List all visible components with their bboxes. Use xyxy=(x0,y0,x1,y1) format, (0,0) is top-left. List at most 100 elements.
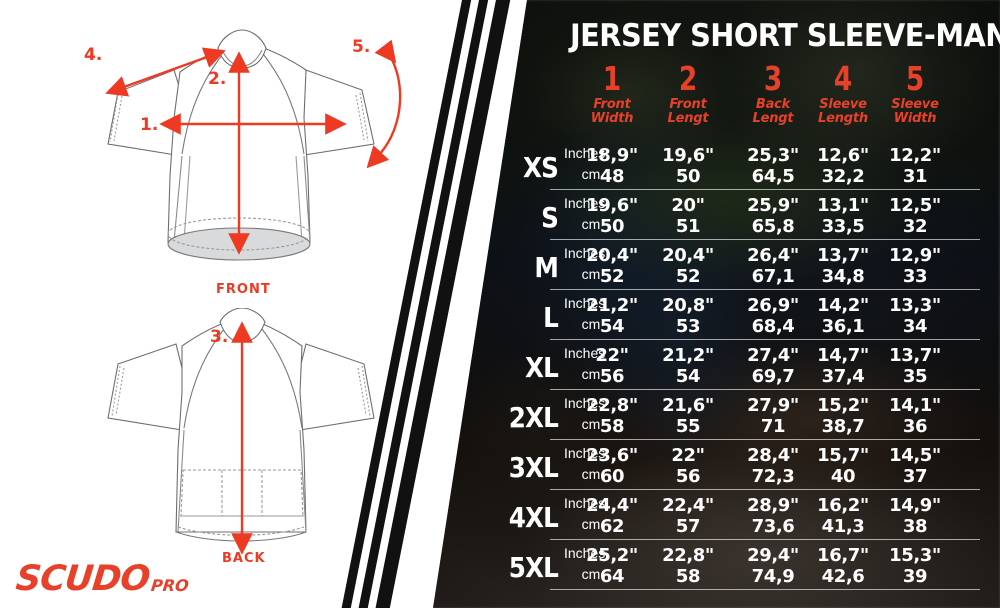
column-number: 1 xyxy=(602,59,622,98)
unit-cm: cm xyxy=(581,366,601,382)
cell-cm: 57 xyxy=(675,516,701,537)
unit-cm: cm xyxy=(581,416,601,432)
cell-inches: 21,6" xyxy=(662,395,714,416)
cell-cm: 72,3 xyxy=(751,466,795,487)
cell-cm: 64 xyxy=(599,566,625,587)
cell-cm: 54 xyxy=(675,366,701,387)
cell-inches: 29,4" xyxy=(747,545,799,566)
unit-inches: Inches xyxy=(564,195,606,211)
marker-label-4: 4. xyxy=(84,45,102,65)
unit-inches: Inches xyxy=(564,245,606,261)
cell-inches: 19,6" xyxy=(586,195,638,216)
column-header-3: 3 Back Lengt xyxy=(733,62,813,125)
cell-inches: 20,8" xyxy=(662,295,714,316)
cell-inches: 12,5" xyxy=(889,195,941,216)
row-separator xyxy=(550,488,980,490)
cell-cm: 40 xyxy=(830,466,856,487)
unit-inches: Inches xyxy=(564,295,606,311)
cell-cm: 53 xyxy=(675,316,701,337)
column-label: Front Width xyxy=(590,97,634,126)
cell-cm: 52 xyxy=(599,266,625,287)
unit-cm: cm xyxy=(581,466,601,482)
cell-cm: 58 xyxy=(675,566,701,587)
cell-cm: 33 xyxy=(902,266,928,287)
column-number: 3 xyxy=(763,59,783,98)
table-row[interactable]: L Inches cm 21,2" 54 20,8" 53 26,9" 68,4 14,2" 36,… xyxy=(433,290,1000,340)
cell-cm: 54 xyxy=(599,316,625,337)
column-label: Back Lengt xyxy=(752,97,794,126)
cell-inches: 13,1" xyxy=(817,195,869,216)
cell-inches: 20,4" xyxy=(586,245,638,266)
cell-cm: 35 xyxy=(902,366,928,387)
size-label: S xyxy=(541,201,559,234)
cell-cm: 62 xyxy=(599,516,625,537)
cell-inches: 15,7" xyxy=(817,445,869,466)
cell-inches: 27,9" xyxy=(747,395,799,416)
cell-cm: 55 xyxy=(675,416,701,437)
cell-inches: 12,6" xyxy=(817,145,869,166)
cell-cm: 67,1 xyxy=(751,266,795,287)
unit-cm: cm xyxy=(581,166,601,182)
table-row[interactable]: S Inches cm 19,6" 50 20" 51 25,9" 65,8 13,1" 33,5 1… xyxy=(433,190,1000,240)
cell-cm: 71 xyxy=(760,416,786,437)
table-row[interactable]: XL Inches cm 22" 56 21,2" 54 27,4" 69,7 14,7" 37,4… xyxy=(433,340,1000,390)
cell-cm: 56 xyxy=(675,466,701,487)
cell-cm: 36 xyxy=(902,416,928,437)
table-row[interactable]: 5XL Inches cm 25,2" 64 22,8" 58 29,4" 74,9 16,7" 4… xyxy=(433,540,1000,590)
size-label: XL xyxy=(525,351,559,384)
table-row[interactable]: 4XL Inches cm 24,4" 62 22,4" 57 28,9" 73,6 16,2" 4… xyxy=(433,490,1000,540)
cell-cm: 38 xyxy=(902,516,928,537)
unit-cm: cm xyxy=(581,516,601,532)
cell-cm: 37,4 xyxy=(821,366,865,387)
unit-inches: Inches xyxy=(564,495,606,511)
cell-inches: 25,2" xyxy=(586,545,638,566)
size-label: 2XL xyxy=(508,401,559,434)
table-row[interactable]: 3XL Inches cm 23,6" 60 22" 56 28,4" 72,3 15,7" 40 1… xyxy=(433,440,1000,490)
column-header-2: 2 Front Lengt xyxy=(648,62,728,125)
cell-inches: 26,9" xyxy=(747,295,799,316)
unit-column: Inches cm xyxy=(560,543,622,585)
size-table: JERSEY SHORT SLEEVE-MAN 1 Front Width 2 Fron… xyxy=(433,0,1000,608)
cell-cm: 31 xyxy=(902,166,928,187)
unit-column: Inches cm xyxy=(560,493,622,535)
cell-inches: 20" xyxy=(671,195,705,216)
column-header-5: 5 Sleeve Width xyxy=(875,62,955,125)
table-row[interactable]: M Inches cm 20,4" 52 20,4" 52 26,4" 67,1 13,7" 34,… xyxy=(433,240,1000,290)
marker-label-5: 5. xyxy=(352,37,370,57)
size-label: 3XL xyxy=(508,451,559,484)
cell-inches: 24,4" xyxy=(586,495,638,516)
cell-cm: 38,7 xyxy=(821,416,865,437)
unit-column: Inches cm xyxy=(560,293,622,335)
cell-cm: 51 xyxy=(675,216,701,237)
cell-cm: 39 xyxy=(902,566,928,587)
row-separator xyxy=(550,238,980,240)
cell-inches: 22,4" xyxy=(662,495,714,516)
cell-inches: 15,3" xyxy=(889,545,941,566)
back-caption: BACK xyxy=(222,551,266,566)
cell-inches: 22,8" xyxy=(662,545,714,566)
cell-inches: 13,3" xyxy=(889,295,941,316)
table-row[interactable]: XS Inches cm 18,9" 48 19,6" 50 25,3" 64,5 12,6" 32… xyxy=(433,140,1000,190)
row-separator xyxy=(550,438,980,440)
cell-cm: 50 xyxy=(599,216,625,237)
cell-cm: 48 xyxy=(599,166,625,187)
marker-label-1: 1. xyxy=(140,115,158,135)
unit-inches: Inches xyxy=(564,545,606,561)
cell-inches: 25,9" xyxy=(747,195,799,216)
row-separator xyxy=(550,588,980,590)
marker-label-2: 2. xyxy=(208,69,226,89)
column-header-1: 1 Front Width xyxy=(572,62,652,125)
row-separator xyxy=(550,338,980,340)
cell-cm: 41,3 xyxy=(821,516,865,537)
cell-inches: 13,7" xyxy=(889,345,941,366)
table-row[interactable]: 2XL Inches cm 22,8" 58 21,6" 55 27,9" 71 15,2" 38,… xyxy=(433,390,1000,440)
column-number: 4 xyxy=(833,59,853,98)
size-label: XS xyxy=(523,151,559,184)
scudo-pro-logo: SCUDO PRO xyxy=(14,559,190,599)
cell-inches: 14,1" xyxy=(889,395,941,416)
row-separator xyxy=(550,388,980,390)
photo-vignette xyxy=(433,0,1000,608)
cell-cm: 60 xyxy=(599,466,625,487)
